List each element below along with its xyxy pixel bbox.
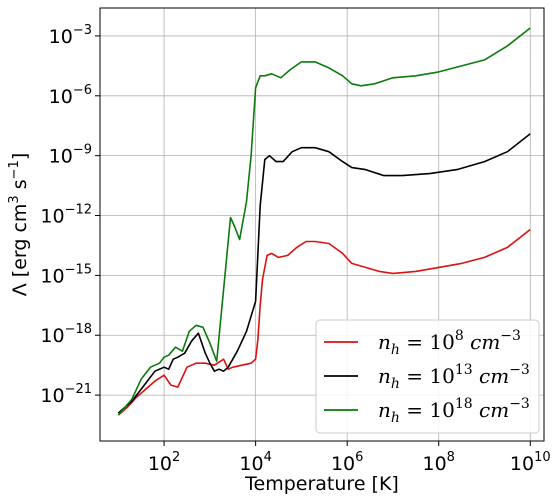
y-tick-label: 10−18: [40, 322, 92, 347]
y-tick-label: 10−9: [49, 143, 92, 168]
x-tick-label: 108: [422, 450, 454, 475]
y-tick-label: 10−12: [40, 203, 92, 228]
x-tick-label: 104: [239, 450, 271, 475]
y-tick-label: 10−21: [40, 382, 92, 407]
y-axis: 10−3 10−6 10−9 10−12 10−15 10−18 10−21: [40, 23, 100, 407]
legend: nh = 108 cm−3 nh = 1013 cm−3 nh = 1018 cm−…: [316, 320, 539, 433]
x-tick-label: 102: [148, 450, 180, 475]
y-tick-label: 10−15: [40, 262, 92, 287]
y-axis-title: Λ [erg cm3 s−1]: [7, 153, 31, 297]
x-axis: 102 104 106 108 1010: [148, 441, 551, 475]
x-tick-label: 106: [331, 450, 363, 475]
x-tick-label: 1010: [510, 450, 551, 475]
legend-label: nh = 108 cm−3: [378, 328, 521, 358]
x-axis-title: Temperature [K]: [244, 473, 399, 495]
y-tick-label: 10−3: [49, 23, 92, 48]
legend-label: nh = 1013 cm−3: [378, 362, 530, 392]
legend-label: nh = 1018 cm−3: [378, 396, 530, 426]
y-tick-label: 10−6: [49, 83, 92, 108]
